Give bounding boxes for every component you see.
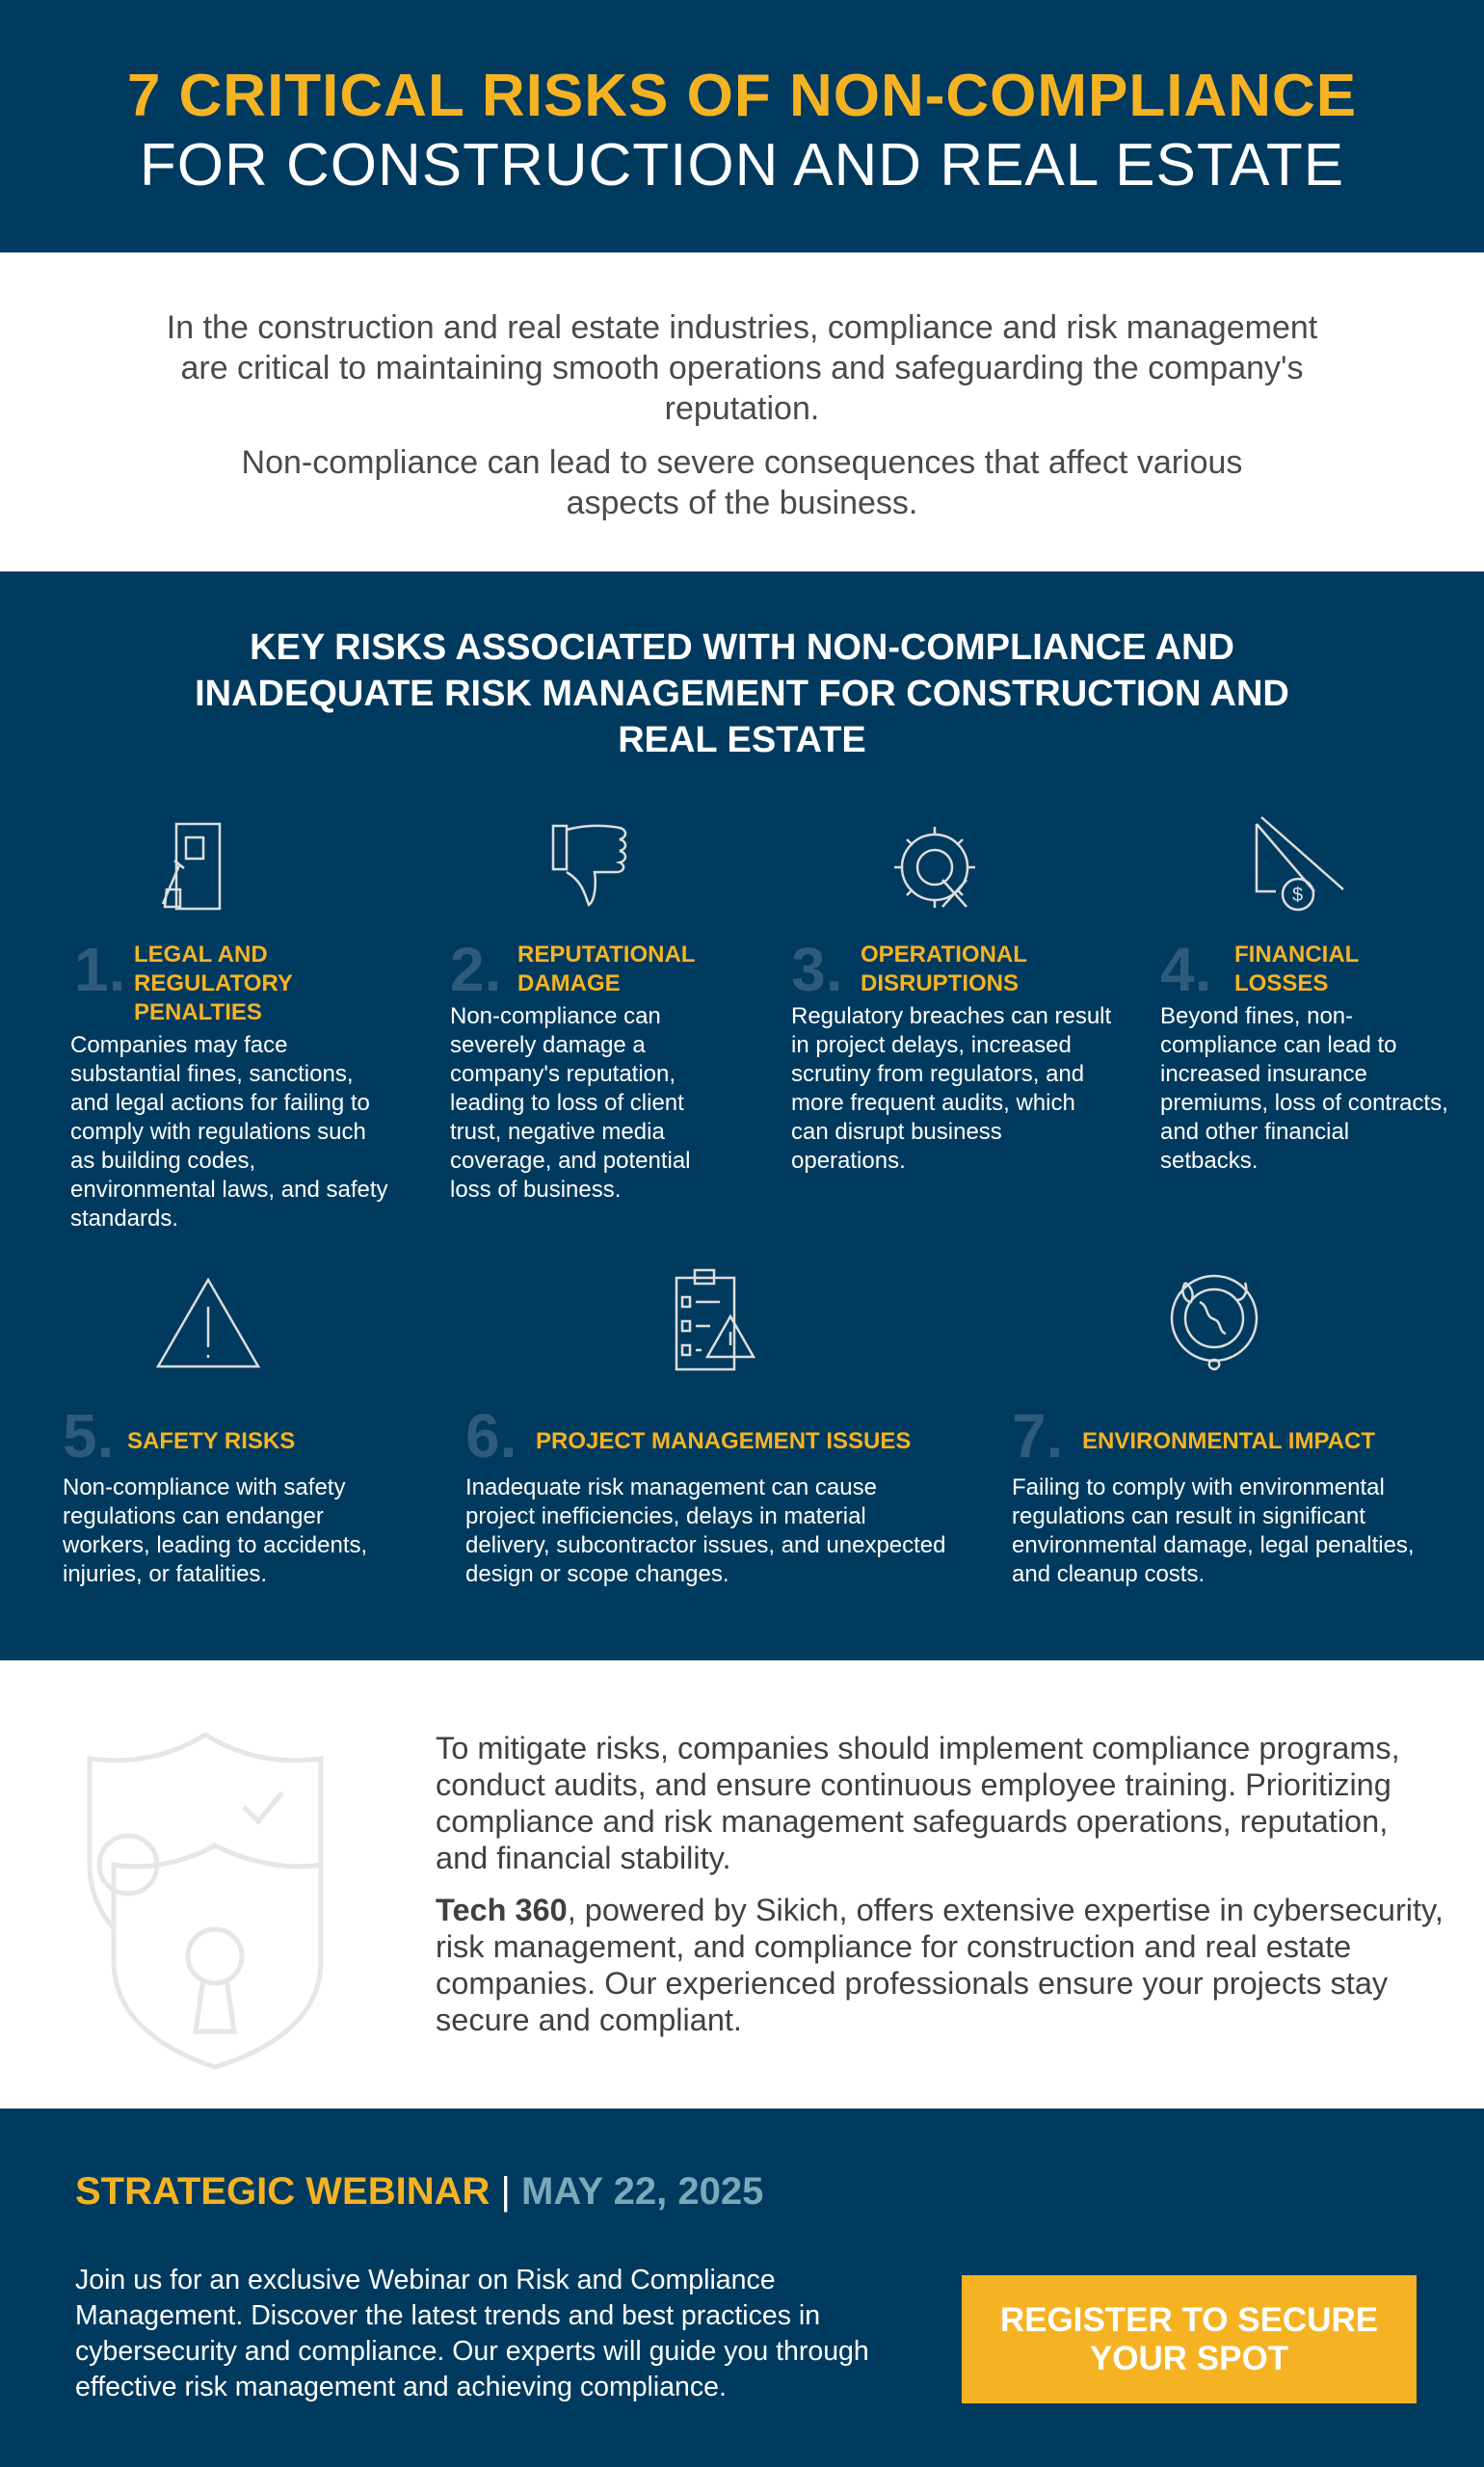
risk-number: 6. [465,1401,517,1471]
risk-body: Companies may face substantial fines, sa… [70,1032,388,1232]
globe-leaves-icon [1170,1274,1259,1371]
risk-body: Non-compliance with safety regulations c… [63,1474,368,1587]
risk-body: Non-compliance can severely damage a com… [450,1003,691,1203]
risks-heading: KEY RISKS ASSOCIATED WITH NON-COMPLIANCE… [0,624,1484,763]
risk-number: 4. [1160,935,1212,1004]
gavel-document-icon [161,822,222,911]
mitigation-text: To mitigate risks, companies should impl… [436,1730,1447,2054]
intro-paragraph-2: Non-compliance can lead to severe conseq… [241,444,1243,521]
risk-number: 1. [74,935,126,1004]
risk-body: Failing to comply with environmental reg… [1012,1474,1415,1587]
mitigation-section: To mitigate risks, companies should impl… [0,1660,1484,2109]
mitigation-paragraph-2: Tech 360, powered by Sikich, offers exte… [436,1892,1447,2038]
broken-gear-icon [894,827,975,908]
risks-section: KEY RISKS ASSOCIATED WITH NON-COMPLIANCE… [0,571,1484,1660]
checklist-warning-icon [675,1268,756,1371]
risk-body: Inadequate risk management can cause pro… [465,1474,946,1587]
risk-body: Beyond fines, non-compliance can lead to… [1160,1003,1448,1174]
title-line-1: 7 CRITICAL RISKS OF NON-COMPLIANCE [126,63,1358,129]
title-line-2: FOR CONSTRUCTION AND REAL ESTATE [139,132,1345,199]
mitigation-paragraph-1: To mitigate risks, companies should impl… [436,1731,1400,1875]
intro-section: In the construction and real estate indu… [0,252,1484,571]
webinar-label: STRATEGIC WEBINAR [75,2170,490,2213]
risk-title: PROJECT MANAGEMENT ISSUES [536,1428,912,1454]
header: 7 CRITICAL RISKS OF NON-COMPLIANCE FOR C… [0,0,1484,252]
webinar-footer: STRATEGIC WEBINAR | MAY 22, 2025 Join us… [0,2109,1484,2467]
separator: | [500,2170,511,2213]
risk-title: REPUTATIONAL DAMAGE [517,942,695,996]
risk-title: LEGAL AND REGULATORY PENALTIES [134,942,293,1025]
declining-money-icon: $ [1255,816,1344,912]
risk-number: 3. [791,935,843,1004]
svg-text:$: $ [1292,885,1303,906]
register-button-label: REGISTER TO SECURE YOUR SPOT [999,2300,1379,2377]
mitigation-paragraph-2-rest: , powered by Sikich, offers extensive ex… [436,1893,1444,2037]
webinar-heading: STRATEGIC WEBINAR | MAY 22, 2025 [75,2170,763,2214]
risks-heading-text: KEY RISKS ASSOCIATED WITH NON-COMPLIANCE… [195,627,1289,760]
brand-name: Tech 360 [436,1893,568,1927]
webinar-description: Join us for an exclusive Webinar on Risk… [75,2265,869,2402]
warning-triangle-icon [155,1277,261,1368]
intro-paragraph-1: In the construction and real estate indu… [166,309,1318,427]
thumbs-down-icon [551,824,627,907]
risk-number: 2. [450,935,502,1004]
risk-title: ENVIRONMENTAL IMPACT [1082,1428,1375,1454]
risk-title: SAFETY RISKS [127,1428,296,1454]
risk-title: OPERATIONAL DISRUPTIONS [861,942,1027,996]
risk-number: 5. [63,1401,115,1471]
risk-body: Regulatory breaches can result in projec… [791,1003,1112,1174]
risk-title: FINANCIAL LOSSES [1234,942,1359,996]
register-button[interactable]: REGISTER TO SECURE YOUR SPOT [962,2275,1417,2403]
webinar-date: MAY 22, 2025 [521,2170,764,2213]
shield-lock-icon [87,1732,324,2070]
risk-number: 7. [1012,1401,1064,1471]
